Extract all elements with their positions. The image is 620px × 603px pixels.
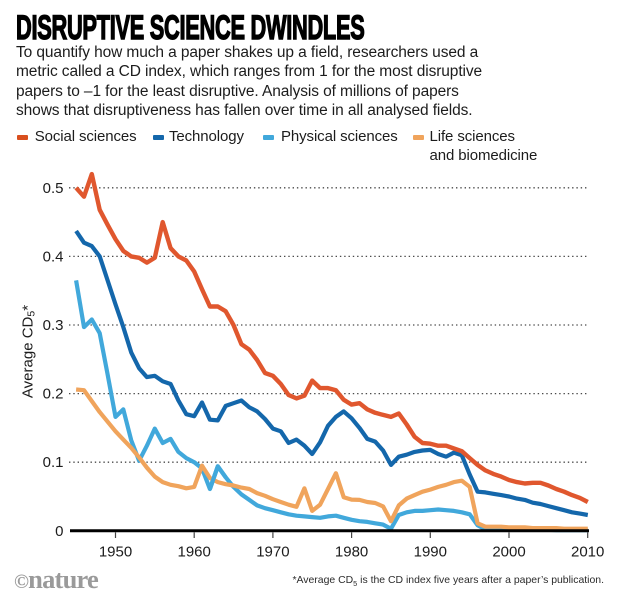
svg-text:0.1: 0.1 bbox=[43, 454, 64, 471]
svg-text:0: 0 bbox=[55, 523, 63, 540]
svg-text:0.2: 0.2 bbox=[43, 386, 64, 403]
svg-text:1990: 1990 bbox=[414, 544, 447, 561]
svg-text:1980: 1980 bbox=[335, 544, 368, 561]
svg-text:Average CD5*: Average CD5* bbox=[20, 305, 38, 398]
svg-text:2000: 2000 bbox=[492, 544, 525, 561]
svg-text:1950: 1950 bbox=[99, 544, 132, 561]
svg-text:1970: 1970 bbox=[256, 544, 289, 561]
svg-text:0.4: 0.4 bbox=[43, 248, 64, 265]
svg-text:0.3: 0.3 bbox=[43, 317, 64, 334]
svg-text:2010: 2010 bbox=[571, 544, 604, 561]
svg-text:0.5: 0.5 bbox=[43, 180, 64, 197]
svg-text:1960: 1960 bbox=[178, 544, 211, 561]
